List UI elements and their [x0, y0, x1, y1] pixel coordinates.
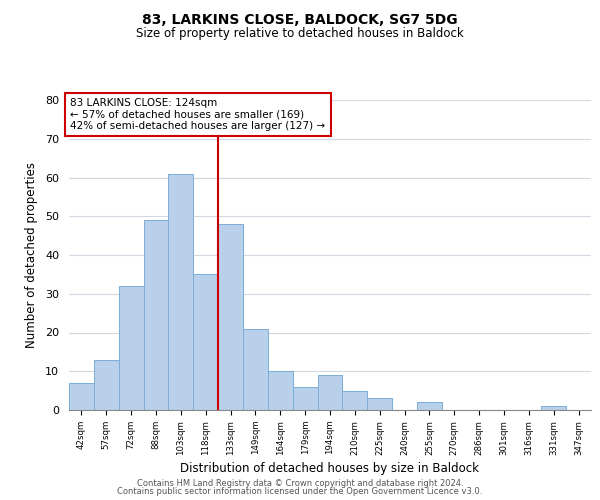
Bar	[317, 375, 343, 410]
Bar	[243, 328, 268, 410]
Bar	[293, 387, 317, 410]
Bar	[268, 371, 293, 410]
Text: Contains HM Land Registry data © Crown copyright and database right 2024.: Contains HM Land Registry data © Crown c…	[137, 478, 463, 488]
Bar	[367, 398, 392, 410]
Text: Size of property relative to detached houses in Baldock: Size of property relative to detached ho…	[136, 28, 464, 40]
Bar	[94, 360, 119, 410]
Bar	[69, 383, 94, 410]
Text: Contains public sector information licensed under the Open Government Licence v3: Contains public sector information licen…	[118, 487, 482, 496]
Bar	[343, 390, 367, 410]
Bar	[417, 402, 442, 410]
X-axis label: Distribution of detached houses by size in Baldock: Distribution of detached houses by size …	[181, 462, 479, 474]
Bar	[541, 406, 566, 410]
Y-axis label: Number of detached properties: Number of detached properties	[25, 162, 38, 348]
Bar	[119, 286, 143, 410]
Text: 83 LARKINS CLOSE: 124sqm
← 57% of detached houses are smaller (169)
42% of semi-: 83 LARKINS CLOSE: 124sqm ← 57% of detach…	[70, 98, 325, 132]
Bar	[169, 174, 193, 410]
Bar	[193, 274, 218, 410]
Text: 83, LARKINS CLOSE, BALDOCK, SG7 5DG: 83, LARKINS CLOSE, BALDOCK, SG7 5DG	[142, 12, 458, 26]
Bar	[218, 224, 243, 410]
Bar	[143, 220, 169, 410]
